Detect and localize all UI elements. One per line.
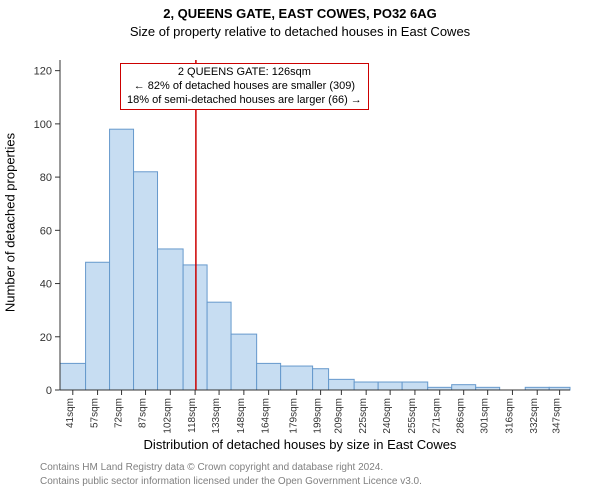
bar <box>354 382 378 390</box>
x-tick-label: 240sqm <box>382 398 393 434</box>
bar <box>402 382 428 390</box>
annotation-box: 2 QUEENS GATE: 126sqm ← 82% of detached … <box>120 63 369 110</box>
x-tick-label: 316sqm <box>504 398 515 434</box>
bar <box>134 172 158 390</box>
svg-text:100: 100 <box>34 119 52 131</box>
x-tick-label: 57sqm <box>90 398 101 428</box>
svg-text:80: 80 <box>40 172 52 184</box>
x-tick-label: 225sqm <box>358 398 369 434</box>
x-tick-label: 102sqm <box>162 398 173 434</box>
annotation-line-1: 2 QUEENS GATE: 126sqm <box>127 66 362 80</box>
bar <box>207 302 231 390</box>
bar <box>313 369 329 390</box>
svg-text:60: 60 <box>40 225 52 237</box>
svg-text:40: 40 <box>40 279 52 291</box>
bar <box>452 385 476 390</box>
x-axis-label: Distribution of detached houses by size … <box>0 437 600 452</box>
x-tick-label: 179sqm <box>289 398 300 434</box>
x-tick-label: 286sqm <box>456 398 467 434</box>
bar <box>183 265 207 390</box>
x-tick-label: 301sqm <box>480 398 491 434</box>
bar <box>231 334 257 390</box>
annotation-line-2: ← 82% of detached houses are smaller (30… <box>127 80 362 94</box>
annotation-line-3: 18% of semi-detached houses are larger (… <box>127 94 362 108</box>
x-tick-label: 133sqm <box>211 398 222 434</box>
bar <box>60 363 86 390</box>
x-tick-label: 332sqm <box>529 398 540 434</box>
svg-text:20: 20 <box>40 332 52 344</box>
x-tick-label: 72sqm <box>114 398 125 428</box>
bar <box>281 366 313 390</box>
bar <box>158 249 184 390</box>
x-tick-label: 118sqm <box>187 398 198 433</box>
x-tick-label: 148sqm <box>236 398 247 434</box>
x-tick-label: 209sqm <box>333 398 344 434</box>
x-tick-label: 164sqm <box>261 398 272 434</box>
bar <box>378 382 402 390</box>
bar <box>86 262 110 390</box>
bar <box>329 379 355 390</box>
footer-line-2: Contains public sector information licen… <box>40 476 422 487</box>
x-tick-label: 199sqm <box>313 398 324 434</box>
x-tick-label: 255sqm <box>407 398 418 434</box>
x-tick-label: 347sqm <box>552 398 563 434</box>
x-tick-label: 87sqm <box>138 398 149 428</box>
x-tick-label: 41sqm <box>65 398 76 428</box>
svg-text:0: 0 <box>46 385 52 397</box>
bar <box>110 129 134 390</box>
chart-container: 2, QUEENS GATE, EAST COWES, PO32 6AG Siz… <box>0 0 600 500</box>
x-tick-label: 271sqm <box>432 398 443 434</box>
svg-text:120: 120 <box>34 66 52 78</box>
footer-line-1: Contains HM Land Registry data © Crown c… <box>40 462 383 473</box>
bar <box>257 363 281 390</box>
